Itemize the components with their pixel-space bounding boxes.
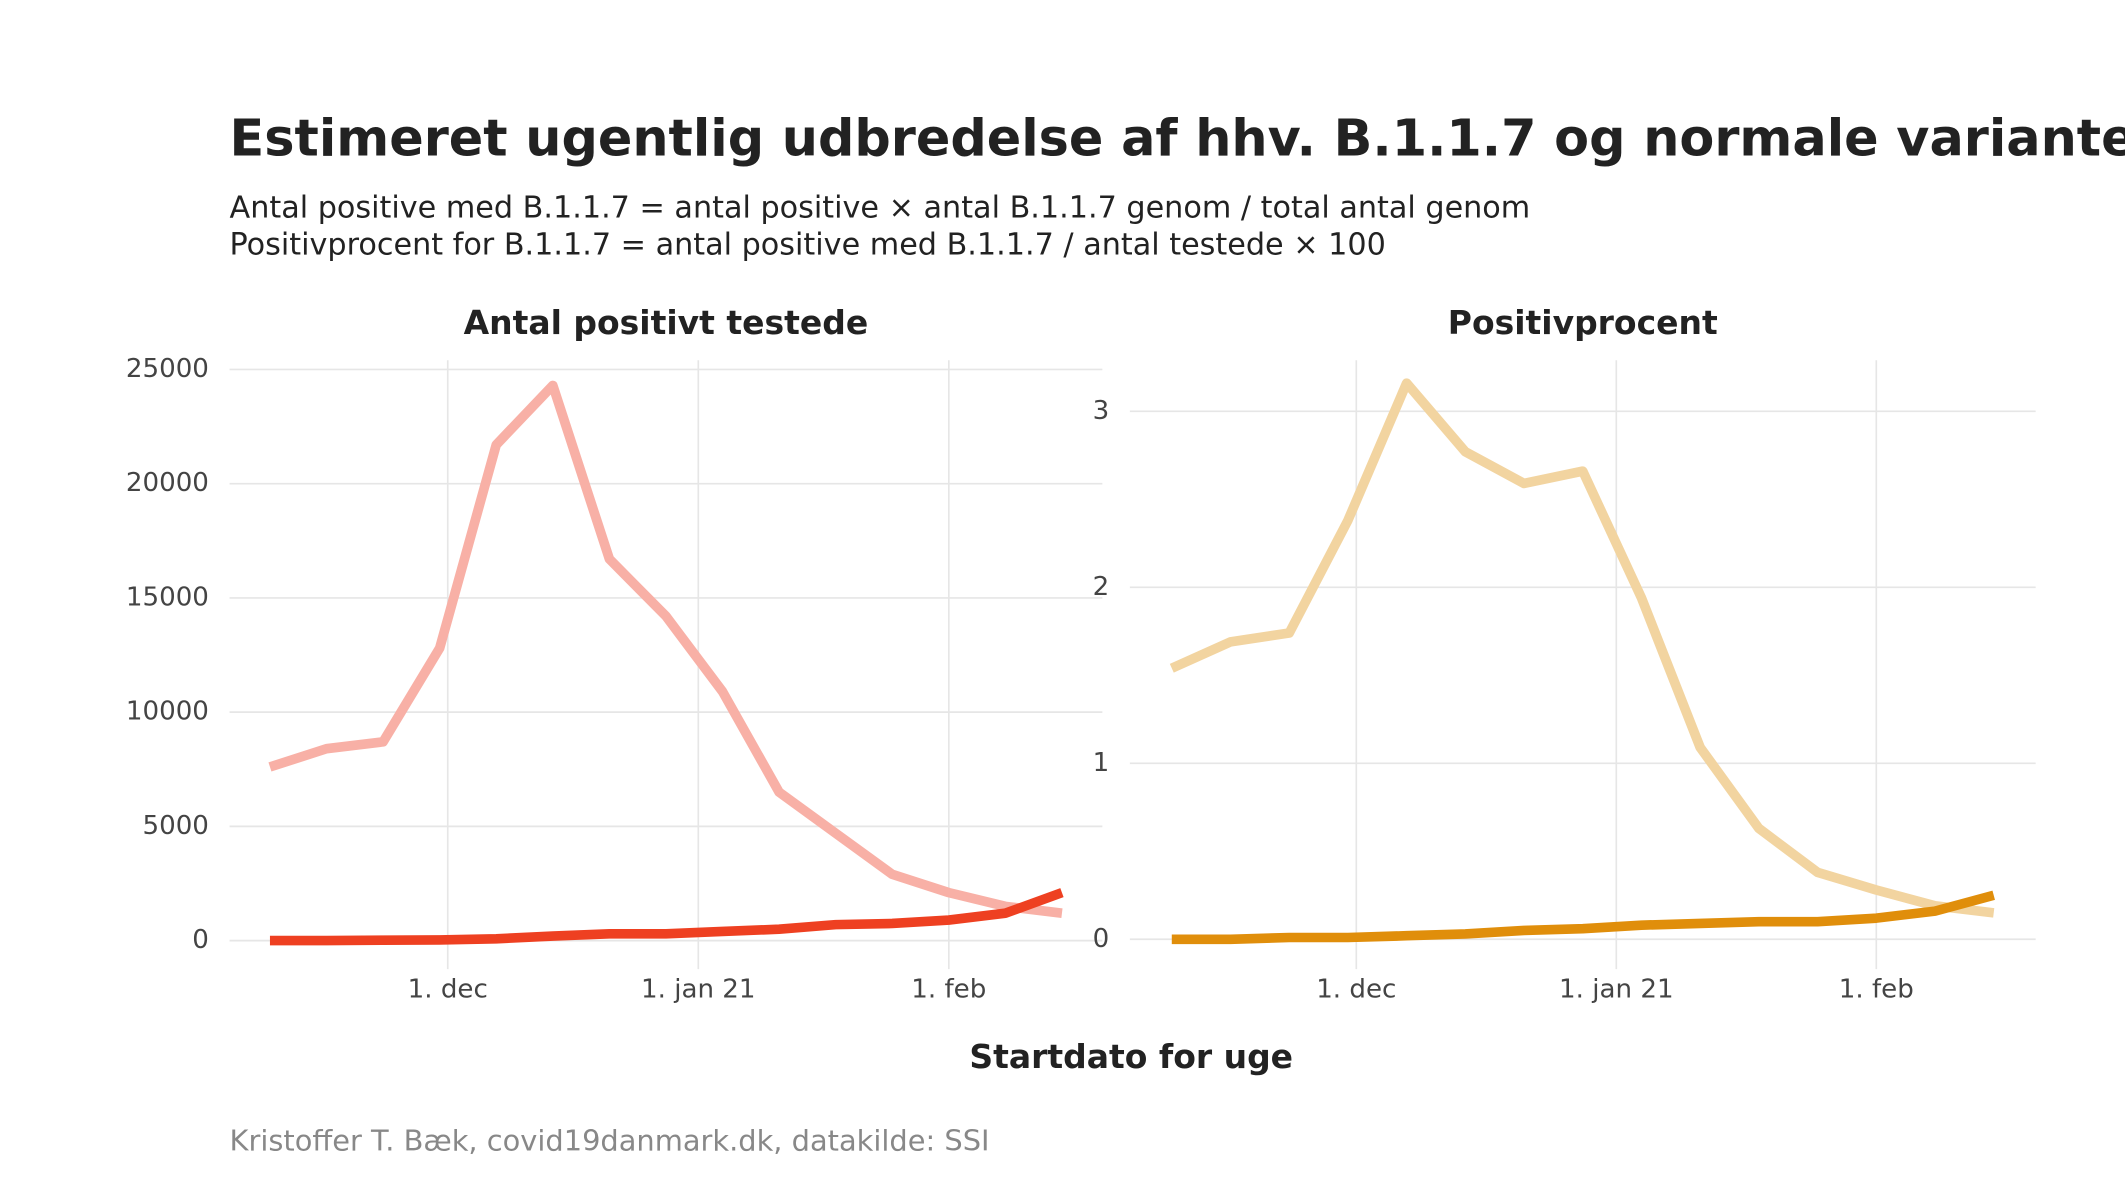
y-tick-label: 5000 [142, 811, 208, 841]
line [269, 888, 1064, 946]
line [1169, 378, 1995, 918]
x-tick-label: 1. dec [408, 974, 488, 1004]
x-axis-label: Startdato for uge [969, 1037, 1293, 1076]
y-tick-label: 20000 [126, 468, 209, 498]
title: Estimeret ugentlig udbredelse af hhv. B.… [230, 109, 2125, 168]
x-tick-label: 1. dec [1316, 974, 1396, 1004]
x-tick-label: 1. feb [911, 974, 986, 1004]
x-tick-label: 1. jan 21 [641, 974, 756, 1004]
y-tick-label: 10000 [126, 697, 209, 727]
subtitle: Antal positive med B.1.1.7 = antal posit… [230, 191, 1531, 226]
panel-title: Positivprocent [1448, 303, 1718, 342]
y-tick-label: 0 [192, 925, 209, 955]
y-tick-label: 0 [1093, 924, 1110, 954]
y-tick-label: 25000 [126, 354, 209, 384]
y-tick-label: 1 [1093, 748, 1110, 778]
line [268, 380, 1063, 918]
subtitle: Positivprocent for B.1.1.7 = antal posit… [230, 228, 1386, 263]
y-tick-label: 2 [1093, 572, 1110, 602]
caption: Kristoffer T. Bæk, covid19danmark.dk, da… [230, 1123, 990, 1157]
line [1171, 890, 1995, 945]
x-tick-label: 1. feb [1839, 974, 1914, 1004]
y-tick-label: 3 [1093, 396, 1110, 426]
x-tick-label: 1. jan 21 [1559, 974, 1674, 1004]
y-tick-label: 15000 [126, 582, 209, 612]
panel-title: Antal positivt testede [464, 303, 869, 342]
